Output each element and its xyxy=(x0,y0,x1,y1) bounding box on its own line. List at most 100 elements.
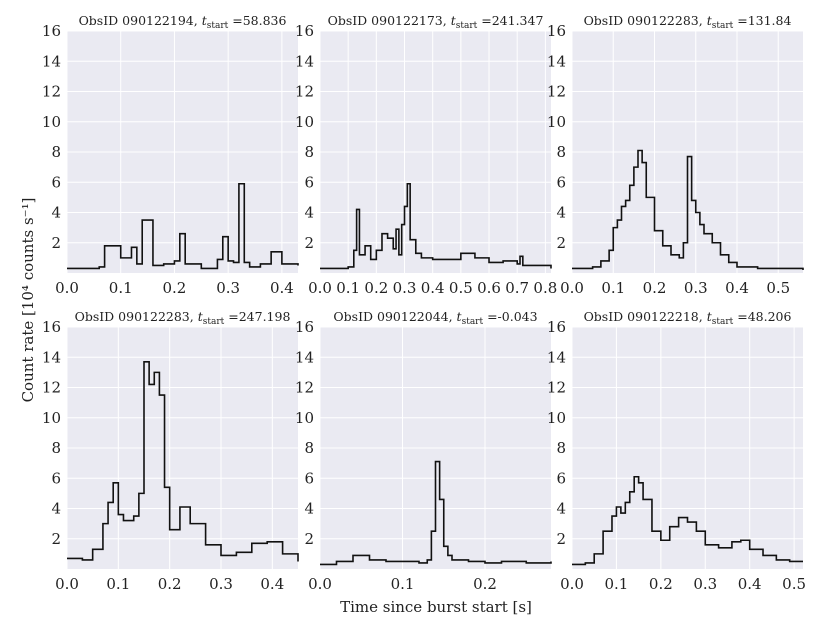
panel-5: 2 4 6 8 10 12 14 16 0.0 0.1 0.2 ObsID 090122044, ts… xyxy=(295,309,552,593)
y-tick-label: 16 xyxy=(295,318,314,336)
y-tick-label: 12 xyxy=(295,83,314,101)
y-tick-label: 14 xyxy=(547,52,566,70)
y-tick-label: 2 xyxy=(556,234,566,252)
y-tick-label: 16 xyxy=(547,22,566,40)
y-tick-label: 16 xyxy=(547,318,566,336)
y-axis-label: Count rate [10⁴ counts s⁻¹] xyxy=(19,198,37,403)
y-tick-label: 10 xyxy=(42,409,61,427)
y-tick-label: 6 xyxy=(304,469,314,487)
panel-6: 2 4 6 8 10 12 14 16 0.0 0.1 0.2 0.3 0.4 0.5 ObsID 0901… xyxy=(547,309,806,593)
panel-title: ObsID 090122283, tstart =131.84 xyxy=(584,13,792,31)
y-tick-label: 14 xyxy=(42,348,61,366)
y-tick-label: 14 xyxy=(547,348,566,366)
y-tick-label: 6 xyxy=(51,173,61,191)
y-tick-label: 6 xyxy=(556,469,566,487)
x-tick-label: 0.3 xyxy=(393,279,417,297)
series-line xyxy=(320,460,552,566)
y-tick-label: 2 xyxy=(304,234,314,252)
x-tick-label: 0.2 xyxy=(643,279,667,297)
x-tick-label: 0.5 xyxy=(449,279,473,297)
y-tick-label: 8 xyxy=(51,143,61,161)
x-tick-label: 0.4 xyxy=(725,279,749,297)
x-tick-label: 0.1 xyxy=(336,279,360,297)
y-tick-label: 10 xyxy=(547,113,566,131)
y-tick-label: 10 xyxy=(295,113,314,131)
x-tick-label: 0.4 xyxy=(260,575,284,593)
x-tick-label: 0.3 xyxy=(209,575,233,593)
y-tick-label: 8 xyxy=(556,439,566,457)
y-tick-label: 4 xyxy=(556,204,566,222)
y-tick-label: 10 xyxy=(547,409,566,427)
y-tick-label: 16 xyxy=(42,22,61,40)
panel-1: 2 4 6 8 10 12 14 16 0.0 0.1 0.2 0.3 0.4 ObsID 0901221… xyxy=(42,13,299,297)
panel-title: ObsID 090122173, tstart =241.347 xyxy=(328,13,544,31)
y-tick-label: 4 xyxy=(304,204,314,222)
y-tick-label: 2 xyxy=(556,530,566,548)
x-axis-label: Time since burst start [s] xyxy=(340,598,532,616)
y-tick-label: 12 xyxy=(42,379,61,397)
y-tick-label: 16 xyxy=(295,22,314,40)
panel-title: ObsID 090122283, tstart =247.198 xyxy=(75,309,291,327)
x-tick-label: 0.4 xyxy=(270,279,294,297)
y-tick-label: 4 xyxy=(556,500,566,518)
panel-4: 2 4 6 8 10 12 14 16 0.0 0.1 0.2 0.3 0.4 ObsID 0901222… xyxy=(42,309,299,593)
y-tick-label: 6 xyxy=(304,173,314,191)
x-tick-label: 0.1 xyxy=(109,279,133,297)
y-tick-label: 12 xyxy=(295,379,314,397)
x-tick-label: 0.5 xyxy=(766,279,790,297)
y-tick-label: 6 xyxy=(556,173,566,191)
x-tick-label: 0.1 xyxy=(601,279,625,297)
y-tick-label: 12 xyxy=(547,83,566,101)
x-tick-label: 0.2 xyxy=(473,575,497,593)
y-tick-label: 8 xyxy=(51,439,61,457)
x-tick-label: 0.0 xyxy=(308,575,332,593)
x-tick-label: 0.3 xyxy=(216,279,240,297)
y-tick-label: 2 xyxy=(304,530,314,548)
y-tick-label: 4 xyxy=(51,204,61,222)
y-tick-label: 14 xyxy=(295,52,314,70)
x-tick-label: 0.1 xyxy=(391,575,415,593)
y-tick-label: 8 xyxy=(304,439,314,457)
panel-title: ObsID 090122044, tstart =-0.043 xyxy=(333,309,537,327)
x-tick-label: 0.0 xyxy=(560,279,584,297)
x-tick-label: 0.0 xyxy=(308,279,332,297)
series-line xyxy=(67,182,299,270)
panel-title: ObsID 090122218, tstart =48.206 xyxy=(584,309,792,327)
x-tick-label: 0.4 xyxy=(421,279,445,297)
y-tick-label: 10 xyxy=(295,409,314,427)
x-tick-label: 0.8 xyxy=(533,279,557,297)
y-tick-label: 4 xyxy=(51,500,61,518)
x-tick-label: 0.2 xyxy=(163,279,187,297)
y-tick-label: 12 xyxy=(42,83,61,101)
y-tick-label: 4 xyxy=(304,500,314,518)
y-tick-label: 12 xyxy=(547,379,566,397)
y-tick-label: 10 xyxy=(42,113,61,131)
x-tick-label: 0.2 xyxy=(158,575,182,593)
x-tick-label: 0.7 xyxy=(505,279,529,297)
x-tick-label: 0.0 xyxy=(560,575,584,593)
series-line xyxy=(572,149,804,270)
x-tick-label: 0.3 xyxy=(693,575,717,593)
panel-2: 2 4 6 8 10 12 14 16 0.0 0.1 0.2 0.3 0.4 0.5 0.6 0.7 0.8 O… xyxy=(295,13,557,297)
x-tick-label: 0.1 xyxy=(604,575,628,593)
x-tick-label: 0.4 xyxy=(738,575,762,593)
x-tick-label: 0.2 xyxy=(364,279,388,297)
panel-title: ObsID 090122194, tstart =58.836 xyxy=(79,13,287,31)
y-tick-label: 2 xyxy=(51,234,61,252)
y-tick-label: 14 xyxy=(295,348,314,366)
x-tick-label: 0.5 xyxy=(782,575,806,593)
series-line xyxy=(320,182,552,270)
series-line xyxy=(67,360,299,562)
panel-3: 2 4 6 8 10 12 14 16 0.0 0.1 0.2 0.3 0.4 0.5 ObsID 0901… xyxy=(547,13,804,297)
x-tick-label: 0.0 xyxy=(55,575,79,593)
y-tick-label: 2 xyxy=(51,530,61,548)
y-tick-label: 16 xyxy=(42,318,61,336)
x-tick-label: 0.0 xyxy=(55,279,79,297)
y-tick-label: 6 xyxy=(51,469,61,487)
series-line xyxy=(572,475,803,566)
x-tick-label: 0.6 xyxy=(477,279,501,297)
x-tick-label: 0.2 xyxy=(649,575,673,593)
y-tick-label: 14 xyxy=(42,52,61,70)
y-tick-label: 8 xyxy=(304,143,314,161)
